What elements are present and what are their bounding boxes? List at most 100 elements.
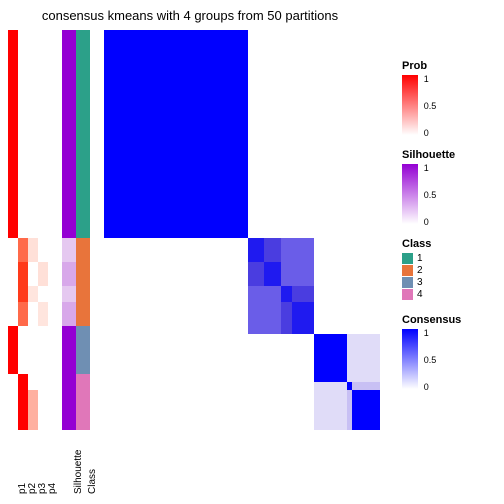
legend-class-label: 3 — [417, 277, 423, 288]
anno-col-silhouette — [62, 30, 76, 430]
anno-col-class-cell — [76, 374, 90, 390]
anno-col-p1-cell — [8, 390, 18, 430]
heatmap-block — [281, 238, 314, 286]
heatmap-block — [314, 334, 347, 382]
legend-class-item: 3 — [402, 277, 498, 288]
heatmap-block — [248, 238, 265, 262]
anno-col-class-cell — [76, 390, 90, 430]
legend-class-label: 4 — [417, 289, 423, 300]
anno-col-p1-cell — [8, 30, 18, 238]
anno-col-p4 — [38, 30, 48, 430]
anno-col-class — [76, 30, 90, 430]
x-label-p4: p4 — [47, 483, 58, 494]
anno-col-p4-cell — [38, 326, 48, 374]
anno-col-p2-cell — [18, 374, 28, 390]
anno-col-silhouette-cell — [62, 286, 76, 302]
anno-col-silhouette-cell — [62, 390, 76, 430]
anno-col-p3-cell — [28, 286, 38, 302]
legend-prob-title: Prob — [402, 60, 498, 72]
anno-col-class-cell — [76, 286, 90, 302]
anno-col-p1-cell — [8, 262, 18, 286]
legend-silhouette-gradient — [402, 164, 418, 224]
legend-tick: 0.5 — [424, 191, 437, 200]
anno-col-p4-cell — [38, 374, 48, 390]
anno-col-p1-cell — [8, 326, 18, 374]
anno-col-p1-cell — [8, 286, 18, 302]
anno-col-silhouette-cell — [62, 30, 76, 238]
plot-area — [8, 30, 380, 430]
anno-col-p4-cell — [38, 390, 48, 430]
anno-col-p4-cell — [38, 302, 48, 326]
anno-col-p3-cell — [28, 302, 38, 326]
heatmap-block — [352, 390, 380, 430]
anno-col-p3-cell — [28, 238, 38, 262]
heatmap-block — [264, 262, 281, 286]
x-axis-labels: p1p2p3p4SilhouetteClass — [8, 432, 380, 502]
anno-col-silhouette-cell — [62, 374, 76, 390]
anno-col-p4-cell — [38, 262, 48, 286]
anno-col-class-cell — [76, 302, 90, 326]
legend-consensus-title: Consensus — [402, 314, 498, 326]
anno-col-p4-cell — [38, 30, 48, 238]
heatmap-block — [314, 382, 347, 430]
anno-col-silhouette-cell — [62, 262, 76, 286]
anno-col-silhouette-cell — [62, 238, 76, 262]
anno-col-p3 — [28, 30, 38, 430]
x-label-Silhouette: Silhouette — [73, 450, 84, 494]
legend-consensus-gradient — [402, 329, 418, 389]
anno-col-silhouette-cell — [62, 302, 76, 326]
anno-col-p3-cell — [28, 326, 38, 374]
heatmap-block — [347, 382, 353, 390]
legend-tick: 0.5 — [424, 356, 437, 365]
x-label-Class: Class — [87, 469, 98, 494]
anno-col-silhouette-cell — [62, 326, 76, 374]
legend-class-title: Class — [402, 238, 498, 250]
legend-prob-gradient — [402, 75, 418, 135]
legend-silhouette: Silhouette 10.50 — [402, 149, 498, 224]
anno-col-p2-cell — [18, 238, 28, 262]
anno-col-p2-cell — [18, 286, 28, 302]
anno-col-p4-cell — [38, 286, 48, 302]
anno-col-class-cell — [76, 238, 90, 262]
legend-tick: 1 — [424, 164, 429, 173]
anno-col-p4-cell — [38, 238, 48, 262]
legend-class-label: 1 — [417, 253, 423, 264]
consensus-heatmap — [104, 30, 380, 430]
heatmap-block — [292, 302, 314, 334]
legend-tick: 1 — [424, 329, 429, 338]
heatmap-block — [248, 286, 281, 334]
legend-consensus: Consensus 10.50 — [402, 314, 498, 389]
anno-col-p2-cell — [18, 326, 28, 374]
legend-tick: 0.5 — [424, 102, 437, 111]
anno-col-class-cell — [76, 326, 90, 374]
anno-col-p2-cell — [18, 262, 28, 286]
legend-class-swatch — [402, 277, 413, 288]
anno-col-p1-cell — [8, 374, 18, 390]
anno-col-p2-cell — [18, 390, 28, 430]
legend-tick: 0 — [424, 129, 429, 138]
legend-class-swatch — [402, 289, 413, 300]
heatmap-block — [104, 30, 248, 238]
anno-col-class-cell — [76, 30, 90, 238]
legends-panel: Prob 10.50 Silhouette 10.50 Class 1234 C… — [402, 60, 498, 403]
legend-class-swatch — [402, 253, 413, 264]
plot-title: consensus kmeans with 4 groups from 50 p… — [0, 8, 380, 23]
anno-col-p1-cell — [8, 302, 18, 326]
anno-col-p1-cell — [8, 238, 18, 262]
anno-col-p2 — [18, 30, 28, 430]
anno-col-class-cell — [76, 262, 90, 286]
anno-col-p3-cell — [28, 374, 38, 390]
heatmap-block — [281, 286, 292, 302]
legend-tick: 0 — [424, 218, 429, 227]
legend-prob: Prob 10.50 — [402, 60, 498, 135]
anno-col-p3-cell — [28, 30, 38, 238]
legend-class-item: 1 — [402, 253, 498, 264]
anno-col-p2-cell — [18, 30, 28, 238]
legend-class: Class 1234 — [402, 238, 498, 300]
anno-col-p1 — [8, 30, 18, 430]
anno-col-p3-cell — [28, 390, 38, 430]
anno-col-p3-cell — [28, 262, 38, 286]
heatmap-block — [347, 334, 380, 382]
legend-class-item: 2 — [402, 265, 498, 276]
legend-class-item: 4 — [402, 289, 498, 300]
